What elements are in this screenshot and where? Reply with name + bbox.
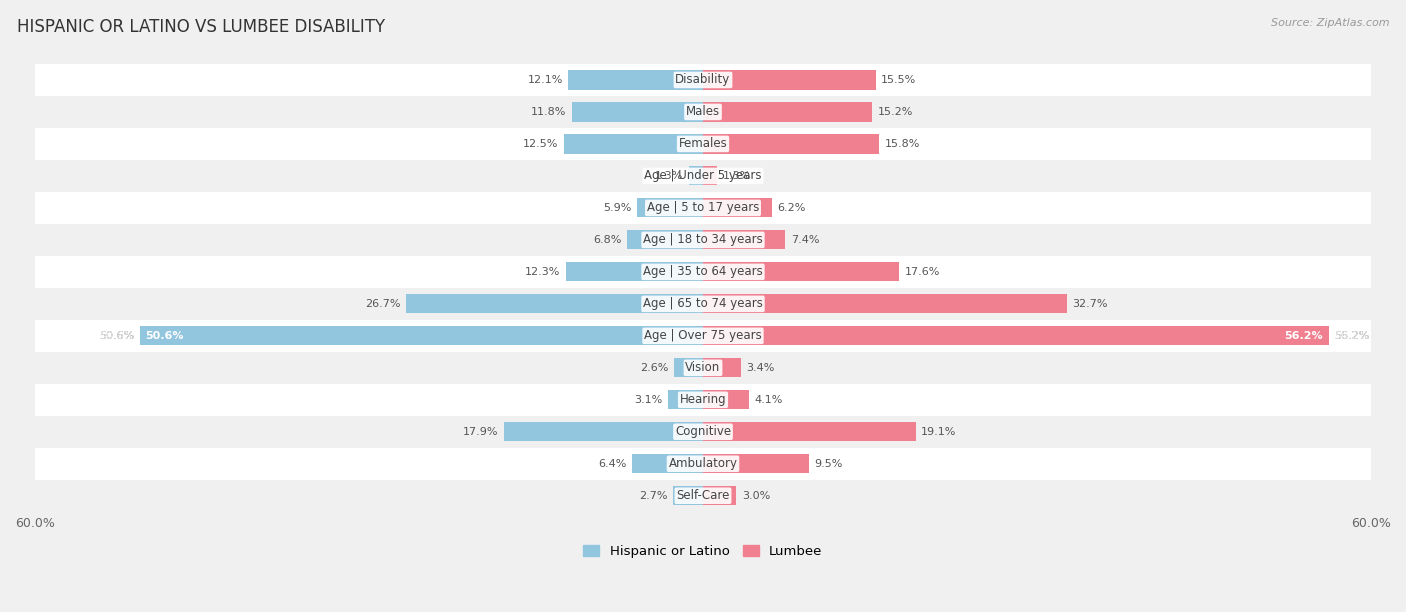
Bar [35, 192, 1371, 224]
Text: 26.7%: 26.7% [364, 299, 401, 309]
Bar [35, 128, 1371, 160]
Bar [673, 358, 703, 378]
Bar [139, 326, 703, 345]
Text: 3.0%: 3.0% [742, 491, 770, 501]
Text: Males: Males [686, 105, 720, 119]
Text: Cognitive: Cognitive [675, 425, 731, 438]
Text: Disability: Disability [675, 73, 731, 86]
Bar [567, 263, 703, 282]
Text: Self-Care: Self-Care [676, 489, 730, 502]
Bar [703, 166, 717, 185]
Text: 9.5%: 9.5% [814, 459, 842, 469]
Text: 15.5%: 15.5% [882, 75, 917, 85]
Bar [703, 294, 1067, 313]
Bar [35, 160, 1371, 192]
Text: 15.8%: 15.8% [884, 139, 920, 149]
Bar [703, 263, 898, 282]
Bar [637, 198, 703, 217]
Bar [35, 224, 1371, 256]
Text: HISPANIC OR LATINO VS LUMBEE DISABILITY: HISPANIC OR LATINO VS LUMBEE DISABILITY [17, 18, 385, 36]
Text: 1.3%: 1.3% [723, 171, 751, 181]
Text: 6.4%: 6.4% [598, 459, 626, 469]
Text: Age | Under 5 years: Age | Under 5 years [644, 170, 762, 182]
Bar [703, 230, 786, 250]
Bar [703, 422, 915, 441]
Bar [406, 294, 703, 313]
Text: 17.6%: 17.6% [904, 267, 939, 277]
Bar [564, 134, 703, 154]
Text: 6.8%: 6.8% [593, 235, 621, 245]
Text: 4.1%: 4.1% [754, 395, 783, 405]
Bar [703, 390, 748, 409]
Bar [673, 486, 703, 506]
Text: Hearing: Hearing [679, 394, 727, 406]
Text: Source: ZipAtlas.com: Source: ZipAtlas.com [1271, 18, 1389, 28]
Bar [703, 134, 879, 154]
Bar [35, 256, 1371, 288]
Text: 2.7%: 2.7% [638, 491, 668, 501]
Bar [35, 384, 1371, 416]
Bar [35, 352, 1371, 384]
Text: 15.2%: 15.2% [877, 107, 912, 117]
Text: 50.6%: 50.6% [98, 331, 134, 341]
Text: Age | 65 to 74 years: Age | 65 to 74 years [643, 297, 763, 310]
Text: 11.8%: 11.8% [530, 107, 567, 117]
Bar [627, 230, 703, 250]
Bar [703, 102, 872, 122]
Text: 56.2%: 56.2% [1334, 331, 1369, 341]
Bar [568, 70, 703, 89]
Text: 5.9%: 5.9% [603, 203, 631, 213]
Bar [703, 70, 876, 89]
Text: 3.1%: 3.1% [634, 395, 662, 405]
Text: Age | 5 to 17 years: Age | 5 to 17 years [647, 201, 759, 214]
Bar [572, 102, 703, 122]
Text: 50.6%: 50.6% [98, 331, 134, 341]
Text: Vision: Vision [685, 361, 721, 375]
Text: 12.5%: 12.5% [523, 139, 558, 149]
Text: Ambulatory: Ambulatory [668, 457, 738, 470]
Bar [703, 358, 741, 378]
Text: 56.2%: 56.2% [1285, 331, 1323, 341]
Bar [703, 326, 1329, 345]
Text: 1.3%: 1.3% [655, 171, 683, 181]
Bar [35, 96, 1371, 128]
Text: 6.2%: 6.2% [778, 203, 806, 213]
Bar [689, 166, 703, 185]
Bar [703, 454, 808, 473]
Bar [35, 64, 1371, 96]
Text: 12.1%: 12.1% [527, 75, 562, 85]
Text: 32.7%: 32.7% [1073, 299, 1108, 309]
Text: Age | 35 to 64 years: Age | 35 to 64 years [643, 266, 763, 278]
Text: Age | Over 75 years: Age | Over 75 years [644, 329, 762, 342]
Text: 2.6%: 2.6% [640, 363, 668, 373]
Bar [35, 480, 1371, 512]
Text: 7.4%: 7.4% [792, 235, 820, 245]
Bar [35, 288, 1371, 320]
Text: 17.9%: 17.9% [463, 427, 498, 437]
Bar [35, 448, 1371, 480]
Text: 3.4%: 3.4% [747, 363, 775, 373]
Text: 19.1%: 19.1% [921, 427, 956, 437]
Text: 50.6%: 50.6% [145, 331, 184, 341]
Bar [703, 486, 737, 506]
Text: Age | 18 to 34 years: Age | 18 to 34 years [643, 233, 763, 247]
Bar [35, 416, 1371, 448]
Legend: Hispanic or Latino, Lumbee: Hispanic or Latino, Lumbee [578, 540, 828, 564]
Text: 12.3%: 12.3% [524, 267, 561, 277]
Bar [503, 422, 703, 441]
Bar [668, 390, 703, 409]
Bar [35, 320, 1371, 352]
Text: Females: Females [679, 138, 727, 151]
Bar [631, 454, 703, 473]
Text: 56.2%: 56.2% [1334, 331, 1369, 341]
Bar [703, 198, 772, 217]
